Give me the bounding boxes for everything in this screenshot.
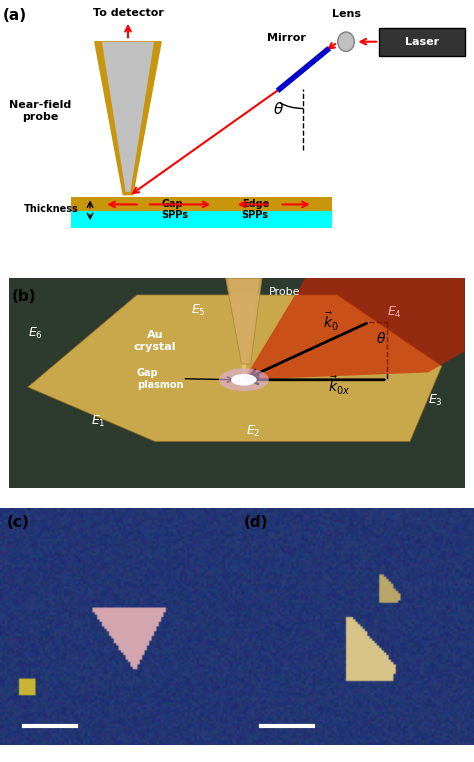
Bar xyxy=(379,27,465,56)
Text: Laser: Laser xyxy=(405,37,439,46)
Polygon shape xyxy=(228,278,260,379)
Polygon shape xyxy=(27,295,442,442)
Polygon shape xyxy=(95,42,161,195)
Text: $E_2$: $E_2$ xyxy=(246,424,261,440)
Text: $\theta$: $\theta$ xyxy=(376,331,386,346)
Bar xyxy=(71,197,332,211)
Circle shape xyxy=(231,374,256,386)
Text: $E_3$: $E_3$ xyxy=(428,393,443,408)
Text: (a): (a) xyxy=(2,8,27,24)
Text: Lens: Lens xyxy=(331,9,361,20)
Polygon shape xyxy=(102,42,154,192)
Text: (d): (d) xyxy=(244,515,269,530)
Polygon shape xyxy=(226,278,262,364)
Text: Thickness: Thickness xyxy=(24,203,79,213)
Text: Au
crystal: Au crystal xyxy=(134,330,176,352)
Text: (c): (c) xyxy=(7,515,30,530)
Text: $E_4$: $E_4$ xyxy=(387,305,402,320)
Text: Edge
SPPs: Edge SPPs xyxy=(242,199,269,220)
Text: Gap
SPPs: Gap SPPs xyxy=(161,199,188,220)
Text: $\theta$: $\theta$ xyxy=(273,101,283,117)
Text: Near-field
probe: Near-field probe xyxy=(9,101,72,122)
Ellipse shape xyxy=(337,32,355,52)
Text: $E_6$: $E_6$ xyxy=(27,326,43,341)
Text: Mirror: Mirror xyxy=(267,33,306,43)
Text: To detector: To detector xyxy=(92,8,164,18)
Text: $\vec{k}_0$: $\vec{k}_0$ xyxy=(323,311,339,333)
Polygon shape xyxy=(244,278,465,379)
Text: $\vec{k}_{0x}$: $\vec{k}_{0x}$ xyxy=(328,375,350,397)
Text: Probe: Probe xyxy=(269,287,301,296)
Text: Gap
plasmon: Gap plasmon xyxy=(137,368,183,389)
Text: $E_5$: $E_5$ xyxy=(191,303,206,318)
Circle shape xyxy=(219,368,269,392)
Text: (b): (b) xyxy=(12,289,36,303)
Text: $E_1$: $E_1$ xyxy=(91,414,106,429)
Bar xyxy=(71,211,332,228)
